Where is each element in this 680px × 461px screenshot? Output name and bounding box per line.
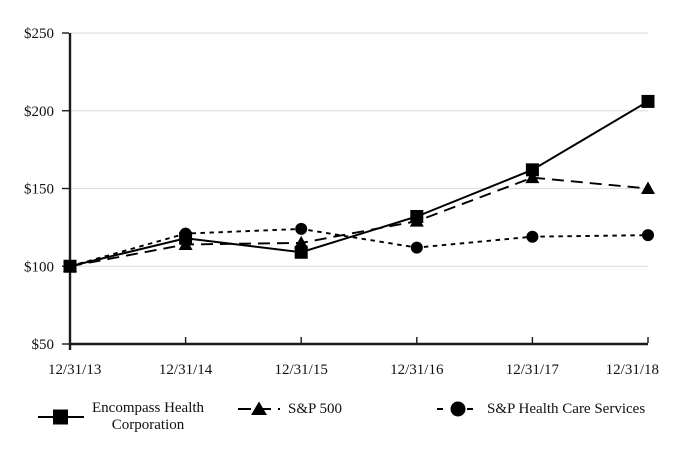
marker-circle (526, 230, 539, 243)
marker-square (63, 259, 77, 273)
marker-triangle (294, 235, 309, 249)
series-line-square (69, 100, 649, 268)
marker-square (641, 94, 655, 108)
y-tick-label: $150 (24, 182, 54, 198)
y-tick-label: $100 (24, 259, 54, 275)
legend-label-line1: Encompass Health (92, 400, 205, 416)
marker-triangle (525, 170, 540, 184)
y-tick-label: $200 (24, 104, 54, 120)
legend-label-sp500: S&P 500 (288, 400, 343, 417)
marker-circle (295, 222, 308, 235)
marker-square (410, 209, 424, 223)
legend-marker-square-solid-line-icon (38, 409, 84, 425)
series-line-circle (69, 227, 649, 268)
legend-marker-triangle-dashed-line-icon (238, 401, 280, 415)
marker-triangle (641, 181, 655, 194)
x-tick-label: 12/31/15 (275, 362, 328, 378)
marker-square (294, 245, 308, 259)
marker-circle (642, 229, 654, 242)
legend-marker-circle-dotted-line-icon (437, 401, 479, 417)
marker-square (525, 163, 539, 177)
x-tick-label: 12/31/13 (48, 362, 101, 378)
legend-item-sp500: S&P 500 (238, 400, 342, 418)
x-tick-label: 12/31/17 (506, 362, 560, 378)
legend-item-encompass-health: Encompass Health Corporation (38, 399, 204, 435)
marker-square (179, 231, 193, 245)
legend-label-sp-health-care-services: S&P Health Care Services (487, 400, 646, 417)
series-line-triangle (69, 176, 649, 268)
y-tick-label: $50 (32, 337, 55, 353)
legend-label-line2: Corporation (111, 417, 185, 433)
legend-label-encompass-health: Encompass Health Corporation (92, 400, 204, 434)
x-tick-label: 12/31/18 (606, 362, 659, 378)
x-tick-label: 12/31/16 (390, 362, 444, 378)
marker-circle (410, 241, 423, 254)
x-tick-label: 12/31/14 (159, 362, 213, 378)
legend-item-sp-health-care-services: S&P Health Care Services (437, 400, 645, 418)
y-tick-label: $250 (24, 26, 54, 42)
